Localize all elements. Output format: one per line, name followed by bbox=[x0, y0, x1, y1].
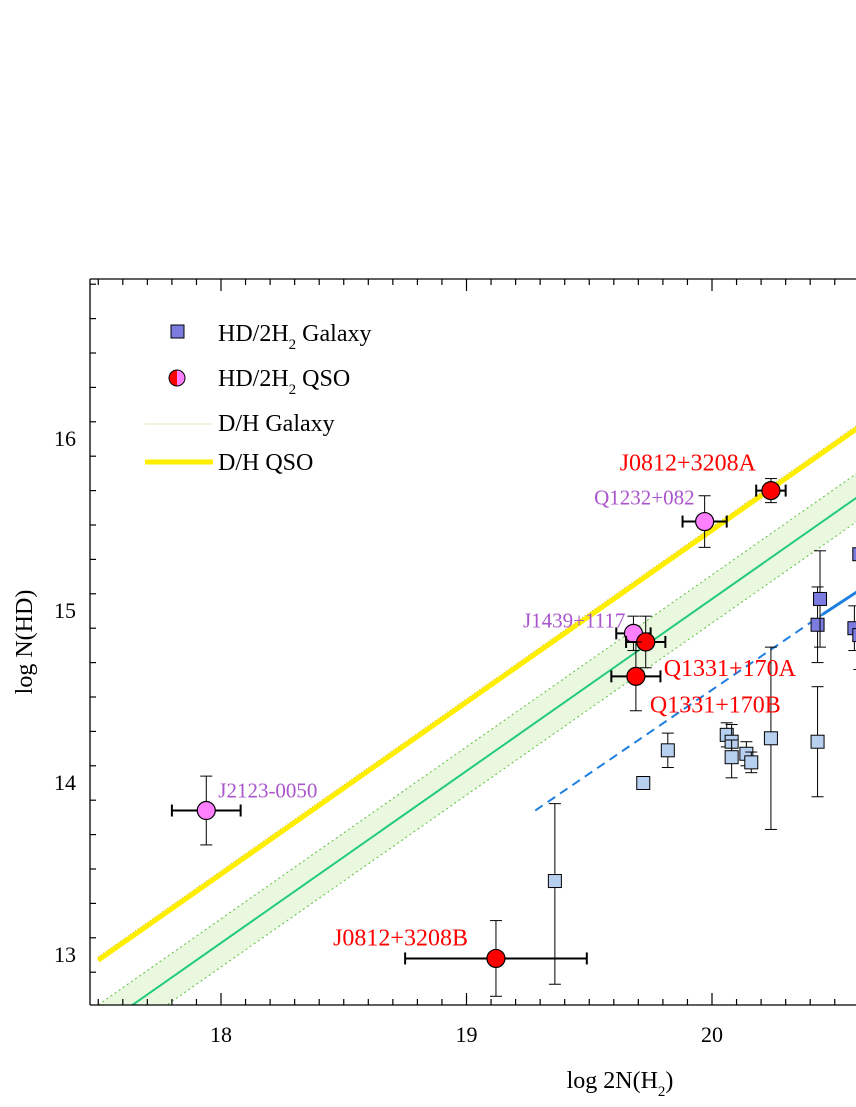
y-tick-label: 15 bbox=[54, 598, 76, 623]
dh-galaxy-line bbox=[130, 496, 856, 1005]
galaxy-point bbox=[852, 547, 856, 562]
legend-label-dh-qso: D/H QSO bbox=[218, 450, 313, 476]
y-tick-label: 14 bbox=[54, 770, 76, 795]
x-axis-label: log 2N(H2) bbox=[567, 1068, 674, 1100]
galaxy-point bbox=[763, 731, 778, 746]
dh-qso-line bbox=[96, 426, 856, 963]
galaxy-point bbox=[547, 874, 562, 889]
dh-qso-line-edge bbox=[98, 425, 856, 957]
galaxy-point bbox=[810, 617, 825, 632]
axis-ticks: 18 19 20 13 14 15 16 bbox=[54, 279, 836, 1047]
qso-point-label: Q1331+170B bbox=[650, 692, 781, 718]
qso-point-label: J0812+3208A bbox=[620, 451, 757, 477]
galaxy-point bbox=[660, 743, 675, 758]
reference-lines bbox=[96, 425, 856, 1005]
qso-point bbox=[196, 800, 216, 821]
legend-label-galaxy: HD/2H2 Galaxy bbox=[218, 321, 371, 353]
galaxy-point bbox=[636, 776, 651, 790]
x-tick-label: 20 bbox=[701, 1022, 723, 1047]
dh-galaxy-band-edge bbox=[165, 521, 856, 1005]
point-labels: J0812+3208A Q1232+082 J1439+1117 Q1331+170A… bbox=[218, 451, 796, 952]
galaxy-point bbox=[813, 591, 828, 606]
y-tick-label: 13 bbox=[54, 942, 76, 967]
legend-label-qso: HD/2H2 QSO bbox=[218, 366, 350, 398]
qso-point bbox=[761, 481, 781, 501]
galaxy-point bbox=[744, 755, 759, 770]
galaxy-point bbox=[852, 628, 856, 643]
legend-label-dh-galaxy: D/H Galaxy bbox=[218, 411, 335, 437]
y-tick-label: 16 bbox=[54, 426, 76, 451]
galaxy-point bbox=[810, 734, 825, 749]
qso-point bbox=[695, 511, 715, 532]
qso-point-label: J2123-0050 bbox=[218, 779, 317, 803]
qso-point-label: Q1331+170A bbox=[664, 656, 797, 682]
qso-point bbox=[626, 666, 646, 686]
x-tick-label: 19 bbox=[456, 1022, 478, 1047]
qso-point bbox=[486, 948, 506, 969]
galaxy-point bbox=[724, 750, 739, 765]
fit-solid-line bbox=[821, 590, 856, 616]
dh-galaxy-band-edge bbox=[97, 473, 856, 1005]
legend-marker-qso bbox=[168, 369, 186, 387]
legend: HD/2H2 Galaxy HD/2H2 QSO D/H Galaxy D/H … bbox=[145, 321, 371, 476]
qso-point-label: J0812+3208B bbox=[333, 925, 468, 951]
y-axis-label: log N(HD) bbox=[12, 590, 38, 695]
x-tick-label: 18 bbox=[210, 1022, 232, 1047]
qso-point-label: Q1232+082 bbox=[594, 486, 695, 510]
data-points bbox=[170, 478, 856, 997]
legend-marker-galaxy bbox=[170, 324, 185, 339]
qso-point-label: J1439+1117 bbox=[523, 608, 625, 632]
